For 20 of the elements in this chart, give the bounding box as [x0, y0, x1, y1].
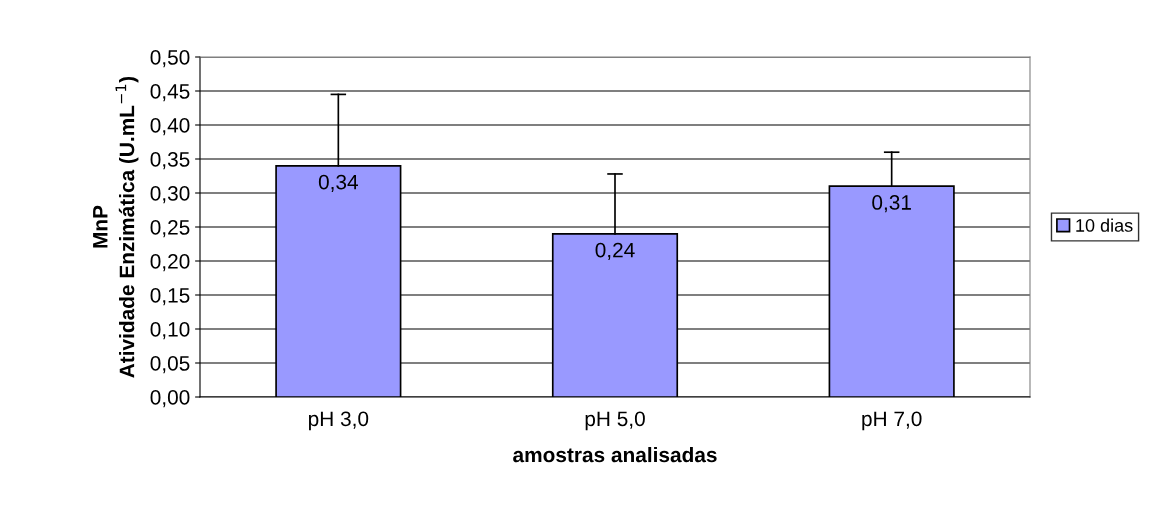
- legend-label: 10 dias: [1076, 218, 1133, 232]
- data-label: 0,34: [318, 174, 358, 192]
- y-tick-label: 0,25: [150, 220, 190, 238]
- y-tick-label: 0,30: [150, 186, 190, 204]
- y-tick-label: 0,20: [150, 254, 190, 272]
- x-tick-label: pH 3,0: [308, 411, 369, 431]
- y-tick-label: 0,50: [150, 50, 190, 68]
- y-tick-label: 0,40: [150, 118, 190, 136]
- x-tick-label: pH 7,0: [862, 411, 922, 431]
- y-tick-label: 0,10: [150, 322, 190, 340]
- data-label: 0,31: [872, 195, 911, 213]
- y-tick-label: 0,15: [150, 288, 190, 306]
- y-axis-title: MnP Atividade Enzimática (U.mL$^{−1}$): [93, 76, 139, 378]
- y-tick-label: 0,00: [150, 390, 190, 408]
- y-tick-label: 0,05: [150, 356, 190, 374]
- x-tick-label: pH 5,0: [585, 411, 645, 431]
- y-tick-label: 0,35: [150, 152, 190, 170]
- data-label: 0,24: [595, 242, 635, 260]
- x-axis-title: amostras analisadas: [513, 446, 717, 463]
- y-tick-label: 0,45: [150, 84, 190, 102]
